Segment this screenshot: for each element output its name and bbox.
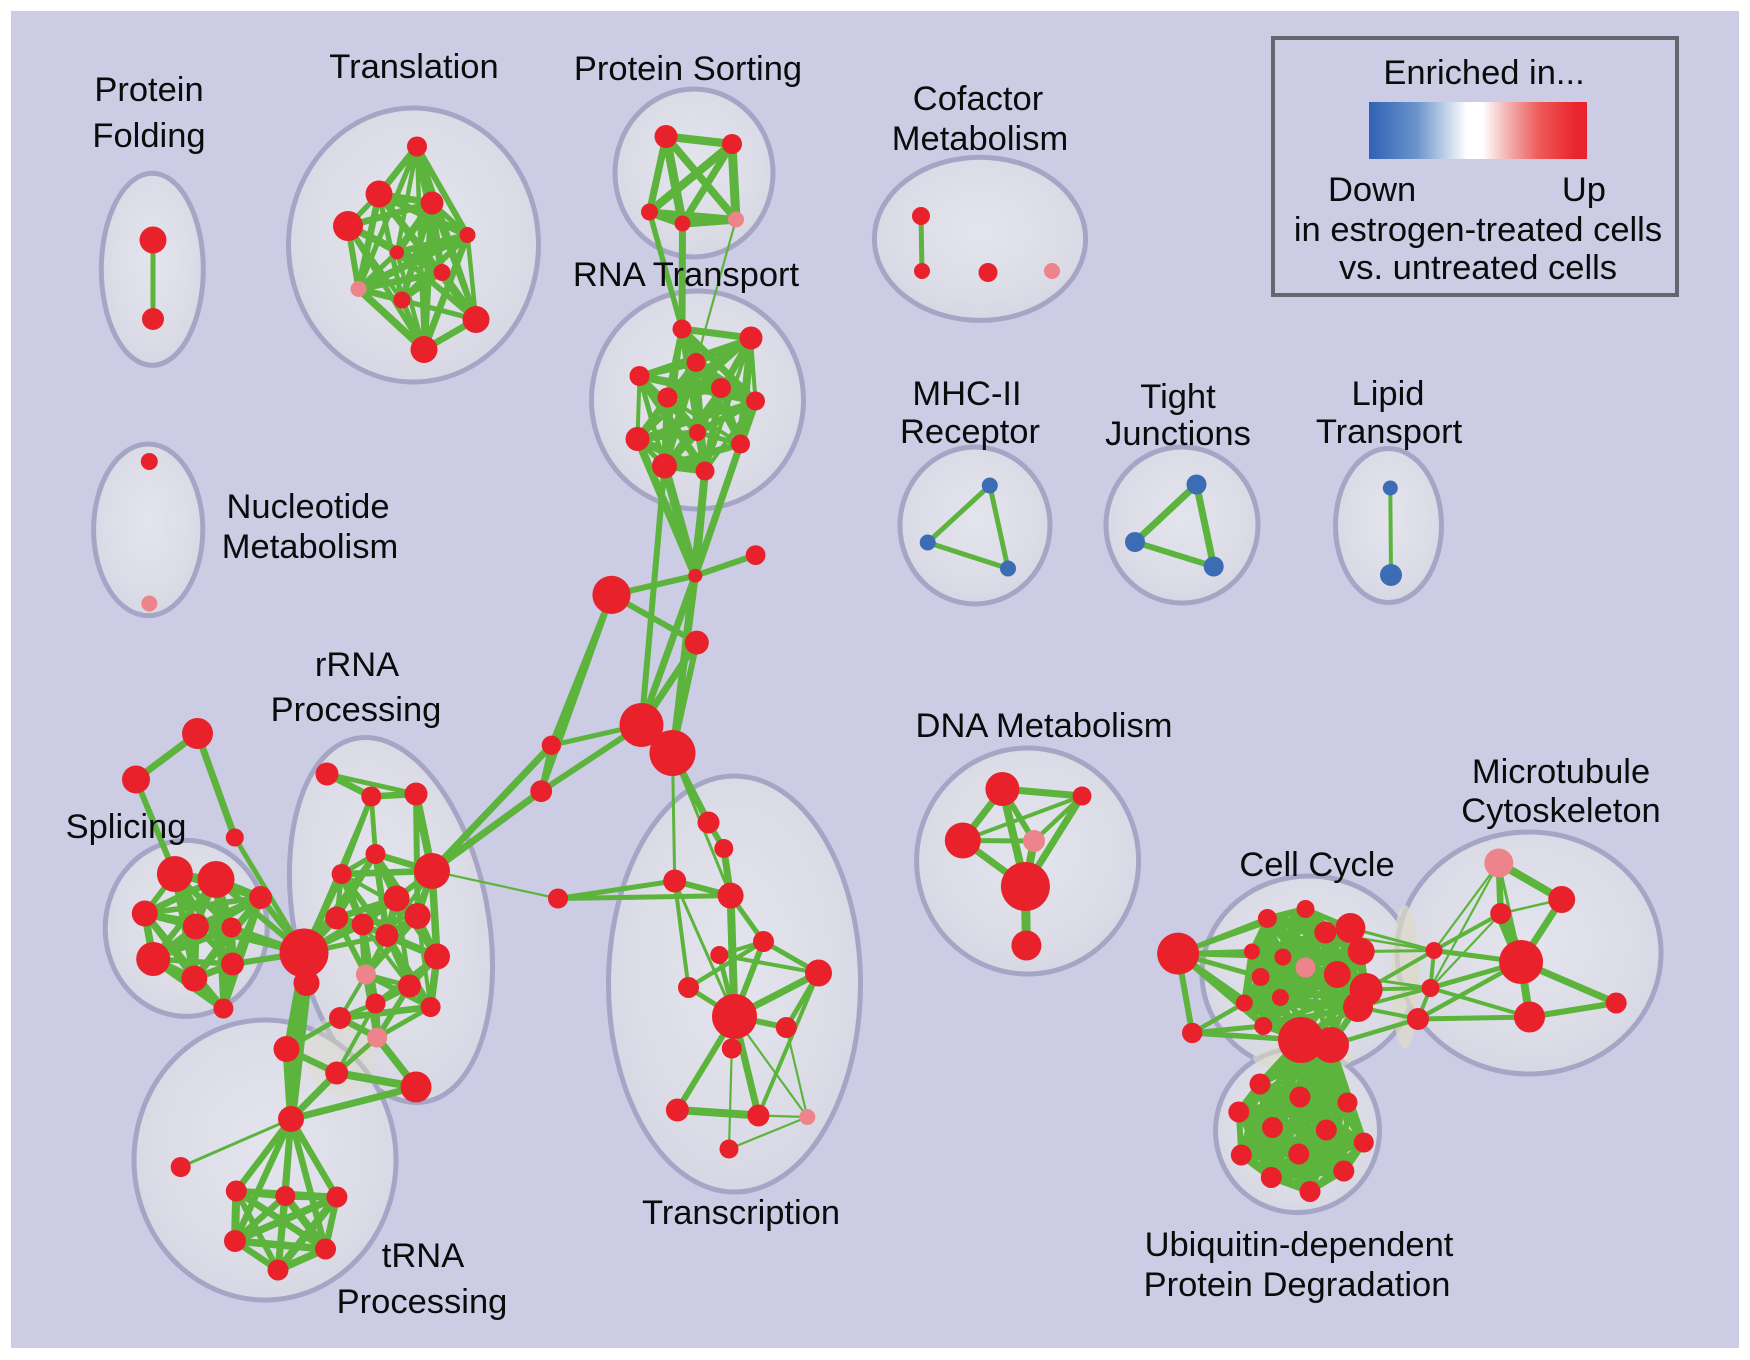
svg-text:Metabolism: Metabolism <box>892 120 1068 158</box>
svg-text:Protein Sorting: Protein Sorting <box>574 50 802 88</box>
svg-text:Protein Degradation: Protein Degradation <box>1144 1266 1451 1304</box>
svg-text:Splicing: Splicing <box>66 808 187 846</box>
svg-text:MHC-II: MHC-II <box>912 375 1021 413</box>
svg-text:Processing: Processing <box>337 1283 508 1321</box>
svg-text:Tight: Tight <box>1140 378 1216 416</box>
svg-text:Nucleotide: Nucleotide <box>226 488 389 526</box>
svg-text:Up: Up <box>1562 171 1606 209</box>
svg-text:Cytoskeleton: Cytoskeleton <box>1461 792 1660 830</box>
svg-text:DNA Metabolism: DNA Metabolism <box>916 707 1173 745</box>
svg-text:Processing: Processing <box>271 691 442 729</box>
svg-text:in estrogen-treated cells: in estrogen-treated cells <box>1294 211 1662 249</box>
svg-text:Microtubule: Microtubule <box>1472 753 1650 791</box>
svg-text:Cell Cycle: Cell Cycle <box>1239 846 1394 884</box>
svg-text:vs. untreated cells: vs. untreated cells <box>1339 249 1617 287</box>
svg-text:rRNA: rRNA <box>315 646 399 684</box>
svg-text:Down: Down <box>1328 171 1416 209</box>
svg-text:Folding: Folding <box>92 117 205 155</box>
svg-text:RNA Transport: RNA Transport <box>573 256 800 294</box>
svg-text:tRNA: tRNA <box>382 1237 464 1275</box>
svg-text:Transport: Transport <box>1316 413 1463 451</box>
svg-text:Ubiquitin-dependent: Ubiquitin-dependent <box>1145 1226 1454 1264</box>
svg-text:Junctions: Junctions <box>1105 415 1251 453</box>
svg-text:Transcription: Transcription <box>642 1194 840 1232</box>
svg-text:Protein: Protein <box>94 71 203 109</box>
svg-text:Lipid: Lipid <box>1352 375 1425 413</box>
svg-text:Cofactor: Cofactor <box>913 80 1043 118</box>
svg-text:Translation: Translation <box>329 48 498 86</box>
svg-text:Metabolism: Metabolism <box>222 528 398 566</box>
svg-text:Enriched in...: Enriched in... <box>1383 54 1584 92</box>
svg-text:Receptor: Receptor <box>900 413 1040 451</box>
